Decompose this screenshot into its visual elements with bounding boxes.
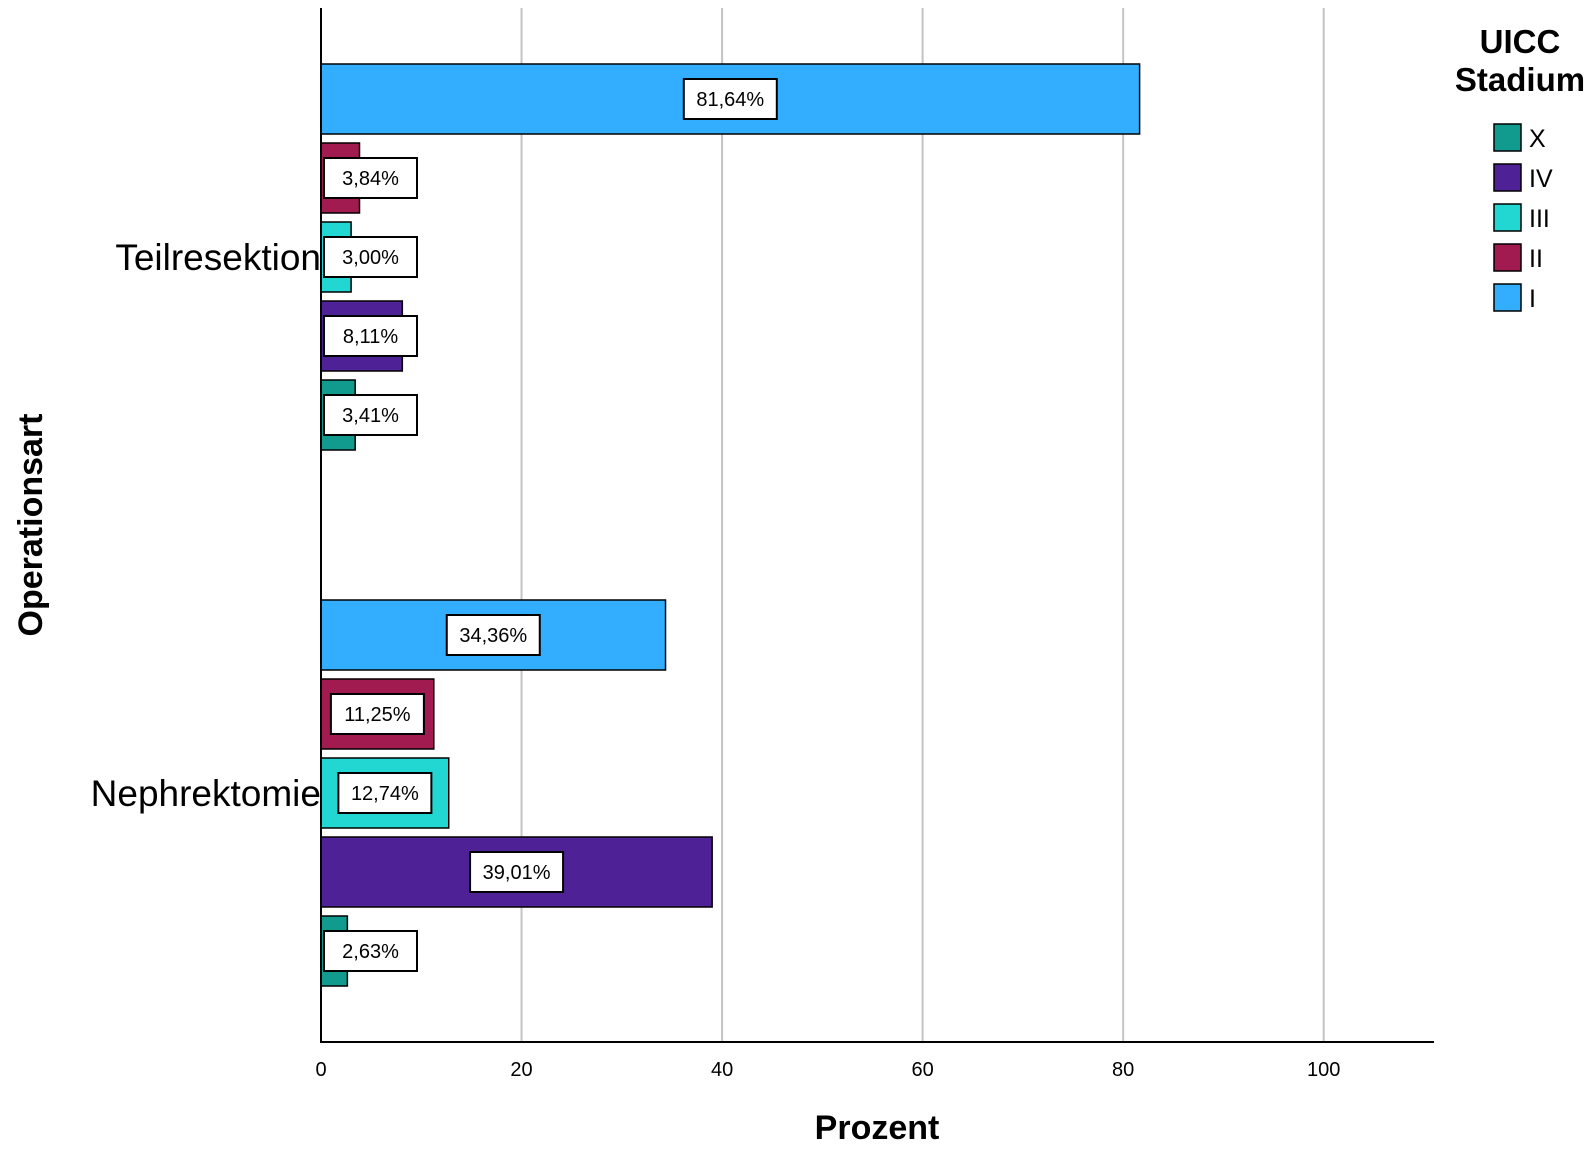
category-label-nephrektomie: Nephrektomie (91, 773, 321, 814)
data-label-nephrektomie-ii: 11,25% (344, 704, 411, 726)
data-label-nephrektomie-iii: 12,74% (351, 783, 419, 805)
legend-title-line-2: Stadium (1455, 61, 1585, 98)
legend-swatch-i (1494, 284, 1521, 311)
x-tick-labels: 0 20 40 60 80 100 (315, 1059, 1340, 1081)
x-tick-label-0: 0 (315, 1059, 326, 1081)
data-label-teilresektion-ii: 3,84% (342, 168, 399, 190)
legend-swatch-iv (1494, 164, 1521, 191)
legend-title-line-1: UICC (1480, 23, 1561, 60)
bars (321, 64, 1140, 986)
data-label-nephrektomie-i: 34,36% (459, 625, 527, 647)
data-label-teilresektion-iv: 8,11% (343, 326, 398, 348)
legend-label-x: X (1529, 125, 1546, 153)
y-axis-title: Operationsart (12, 414, 50, 637)
x-tick-label-40: 40 (711, 1059, 733, 1081)
x-tick-label-60: 60 (911, 1059, 933, 1081)
category-labels: Teilresektion Nephrektomie (91, 237, 321, 814)
data-label-teilresektion-iii: 3,00% (342, 247, 399, 269)
legend-swatch-x (1494, 124, 1521, 151)
x-axis-title: Prozent (815, 1109, 940, 1147)
legend-swatch-ii (1494, 244, 1521, 271)
legend-label-i: I (1529, 285, 1536, 313)
legend-label-ii: II (1529, 245, 1543, 273)
legend-label-iii: III (1529, 205, 1550, 233)
data-label-nephrektomie-x: 2,63% (342, 941, 399, 963)
data-label-teilresektion-i: 81,64% (696, 89, 764, 111)
x-tick-label-80: 80 (1112, 1059, 1134, 1081)
legend-label-iv: IV (1529, 165, 1553, 193)
x-tick-label-20: 20 (510, 1059, 532, 1081)
category-label-teilresektion: Teilresektion (115, 237, 321, 278)
legend-swatch-iii (1494, 204, 1521, 231)
data-label-teilresektion-x: 3,41% (342, 405, 399, 427)
x-tick-label-100: 100 (1307, 1059, 1340, 1081)
data-label-nephrektomie-iv: 39,01% (483, 862, 551, 884)
